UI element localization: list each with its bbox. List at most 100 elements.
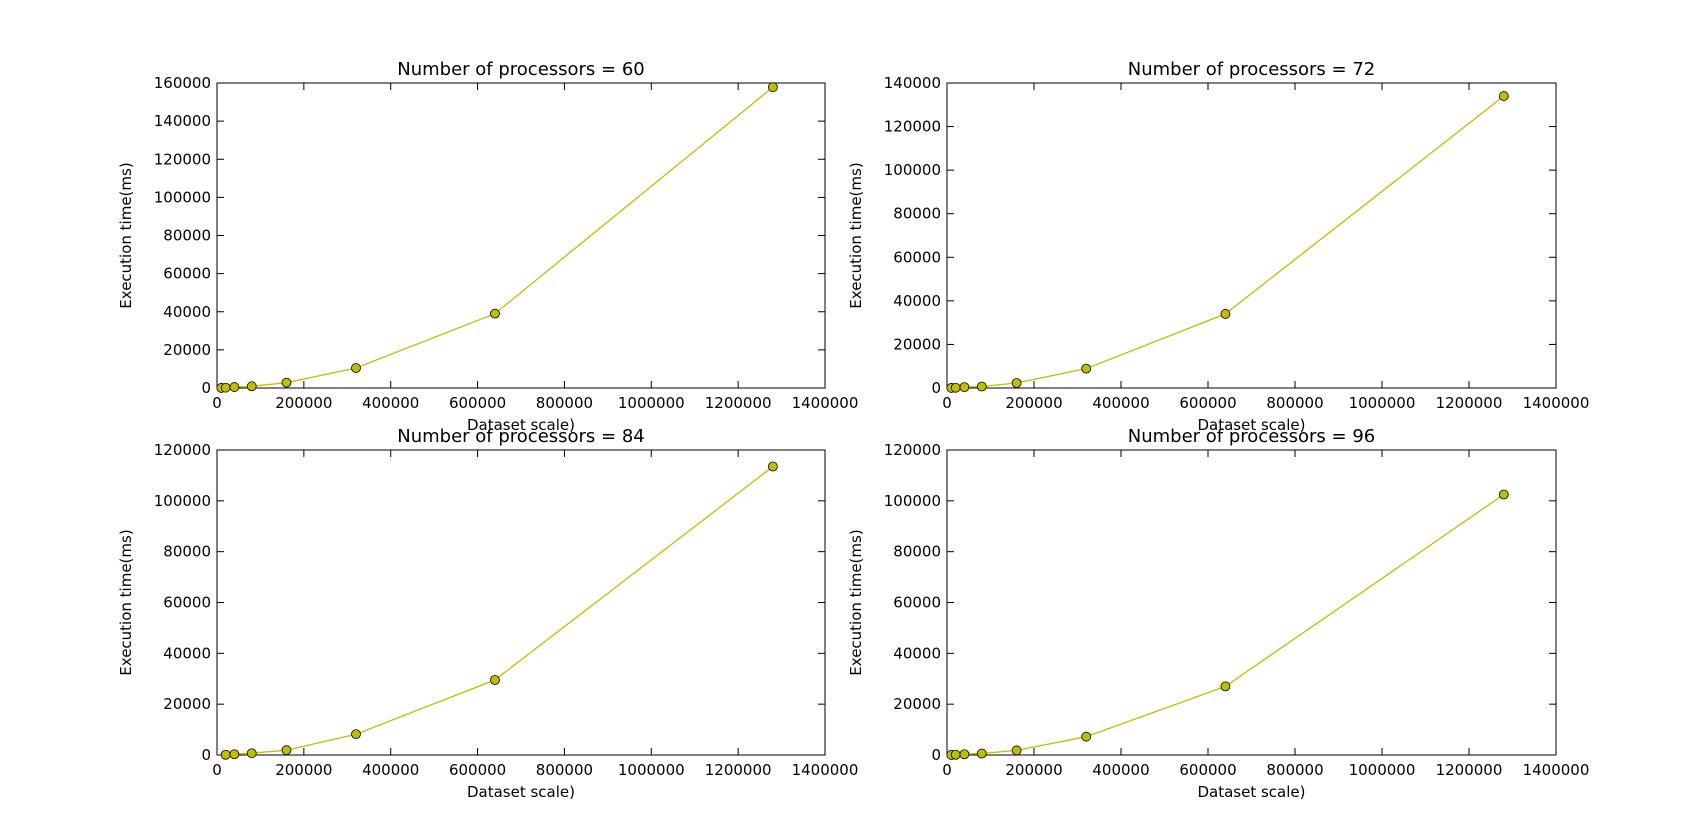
data-point	[220, 382, 231, 393]
chart-title: Number of processors = 60	[397, 59, 645, 80]
data-point	[1081, 363, 1092, 374]
y-tick-label: 40000	[893, 644, 941, 662]
y-tick-label: 60000	[893, 594, 941, 612]
y-tick-label: 100000	[884, 492, 941, 510]
data-point	[1220, 681, 1231, 692]
x-tick-label: 800000	[536, 394, 593, 412]
x-tick-label: 1200000	[705, 761, 772, 779]
x-axis-label: Dataset scale)	[467, 416, 575, 434]
data-point	[767, 82, 778, 93]
x-tick-label: 600000	[449, 761, 506, 779]
data-point	[950, 749, 961, 760]
y-tick-label: 120000	[154, 441, 211, 459]
y-tick-label: 100000	[154, 188, 211, 206]
y-tick-label: 0	[201, 379, 211, 397]
y-tick-label: 100000	[884, 161, 941, 179]
data-point	[1498, 91, 1509, 101]
x-tick-label: 1200000	[1436, 761, 1503, 779]
y-tick-label: 120000	[154, 150, 211, 168]
chart-panel-3: Number of processors = 840 200000 400000 60…	[117, 426, 858, 801]
x-tick-label: 1000000	[618, 761, 685, 779]
x-tick-label: 600000	[1179, 761, 1236, 779]
y-tick-label: 40000	[893, 292, 941, 310]
x-tick-label: 1200000	[705, 394, 772, 412]
chart-panel-1: Number of processors = 600 200000 400000 60…	[117, 59, 858, 434]
x-tick-label: 800000	[536, 761, 593, 779]
y-tick-label: 60000	[163, 594, 211, 612]
data-point	[950, 382, 961, 393]
x-tick-label: 1400000	[792, 761, 859, 779]
y-axis-label: Execution time(ms)	[117, 529, 135, 675]
x-axis-label: Dataset scale)	[1197, 783, 1305, 801]
data-point	[246, 381, 257, 392]
x-tick-label: 800000	[1266, 394, 1323, 412]
chart-title: Number of processors = 84	[397, 426, 645, 447]
x-tick-label: 400000	[362, 761, 419, 779]
y-tick-label: 80000	[163, 543, 211, 561]
data-point	[976, 748, 987, 759]
y-axis-label: Execution time(ms)	[847, 529, 865, 675]
x-tick-label: 800000	[1266, 761, 1323, 779]
data-point	[351, 363, 361, 373]
data-point	[959, 749, 970, 760]
x-tick-label: 1000000	[618, 394, 685, 412]
x-axis-label: Dataset scale)	[467, 783, 575, 801]
plot-frame	[946, 82, 1557, 389]
y-axis-label: Execution time(ms)	[117, 162, 135, 308]
y-tick-label: 140000	[884, 74, 941, 92]
x-tick-label: 400000	[362, 394, 419, 412]
data-point	[229, 382, 240, 392]
y-tick-label: 20000	[893, 695, 941, 713]
data-point	[767, 461, 778, 472]
chart-title: Number of processors = 72	[1128, 59, 1376, 80]
x-tick-label: 400000	[1092, 761, 1149, 779]
data-point	[490, 675, 500, 685]
data-point	[351, 729, 361, 740]
x-tick-label: 1200000	[1436, 394, 1503, 412]
y-tick-label: 80000	[163, 227, 211, 245]
x-tick-label: 1000000	[1349, 761, 1416, 779]
y-tick-label: 120000	[884, 441, 941, 459]
chart-panel-4: Number of processors = 960 200000 400000 60…	[847, 426, 1589, 801]
y-tick-label: 60000	[893, 248, 941, 266]
y-tick-label: 0	[201, 746, 211, 764]
x-tick-label: 0	[212, 394, 222, 412]
data-point	[229, 749, 240, 760]
data-point	[1220, 309, 1231, 319]
series-line	[221, 86, 774, 389]
data-point	[959, 382, 970, 393]
y-tick-label: 160000	[154, 74, 211, 92]
y-tick-label: 140000	[154, 112, 211, 130]
y-tick-label: 120000	[884, 118, 941, 136]
y-tick-label: 100000	[154, 492, 211, 510]
y-tick-label: 80000	[893, 543, 941, 561]
y-tick-label: 20000	[893, 335, 941, 353]
x-tick-label: 1400000	[792, 394, 859, 412]
x-tick-label: 1000000	[1349, 394, 1416, 412]
y-tick-label: 40000	[163, 644, 211, 662]
x-tick-label: 1400000	[1523, 761, 1590, 779]
x-tick-label: 1400000	[1523, 394, 1590, 412]
chart-panel-2: Number of processors = 720 200000 400000 60…	[847, 59, 1589, 434]
data-point	[1081, 731, 1092, 742]
plot-frame	[216, 82, 826, 389]
x-tick-label: 200000	[275, 394, 332, 412]
y-tick-label: 0	[931, 379, 941, 397]
x-tick-label: 0	[942, 394, 952, 412]
data-point	[246, 748, 257, 759]
x-tick-label: 0	[942, 761, 952, 779]
series-line	[225, 465, 774, 756]
data-point	[281, 377, 292, 388]
x-tick-label: 0	[212, 761, 222, 779]
x-tick-label: 600000	[449, 394, 506, 412]
data-point	[1011, 745, 1022, 756]
chart-title: Number of processors = 96	[1128, 426, 1376, 447]
y-tick-label: 20000	[163, 695, 211, 713]
data-point	[976, 381, 987, 392]
y-tick-label: 20000	[163, 341, 211, 359]
data-point	[1498, 489, 1509, 500]
plot-frame	[946, 449, 1557, 756]
x-tick-label: 600000	[1179, 394, 1236, 412]
data-point	[281, 745, 292, 756]
